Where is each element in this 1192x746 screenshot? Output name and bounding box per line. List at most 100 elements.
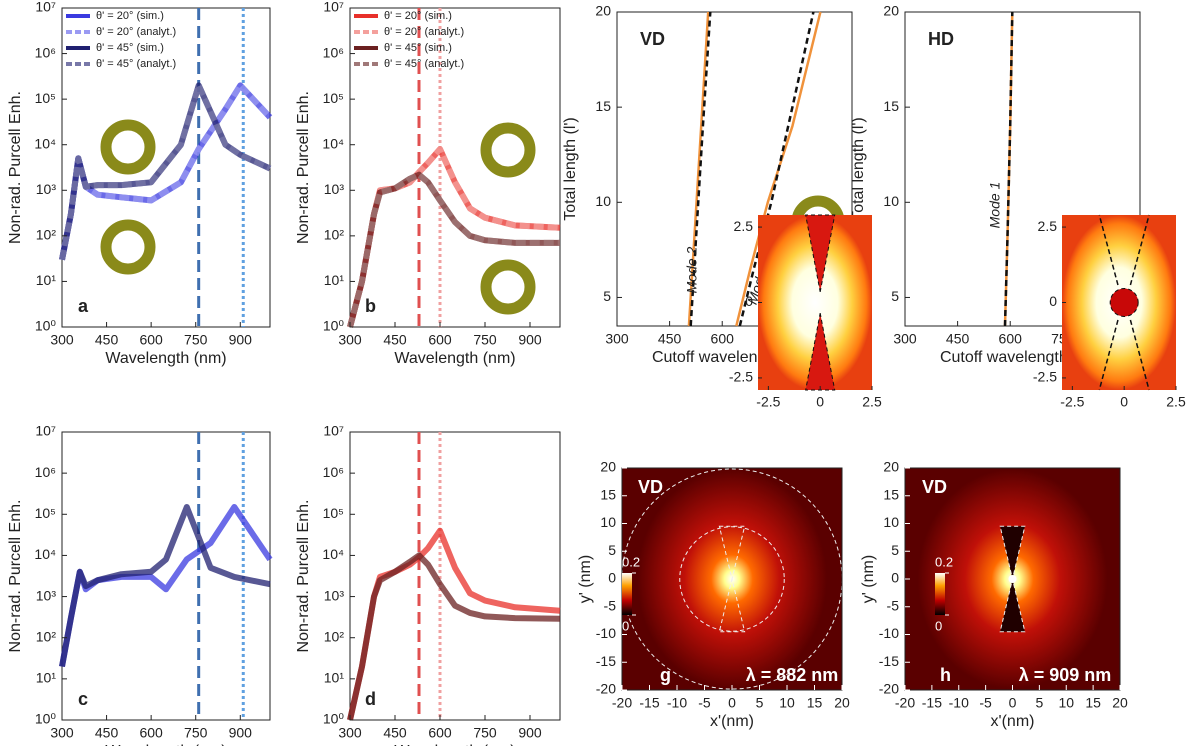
- bowtie-core: [1110, 289, 1138, 317]
- y-tick-label: 5: [608, 542, 616, 558]
- annotation: VD: [638, 477, 663, 497]
- x-axis-label: x'(nm): [710, 713, 754, 730]
- y-tick-label: -10: [596, 625, 616, 641]
- y-axis-label: y' (nm): [860, 555, 877, 603]
- x-tick-label: 750: [184, 725, 208, 741]
- y-axis-label: Total length (l'): [562, 117, 579, 221]
- x-tick-label: 600: [711, 331, 735, 347]
- inset-x-tick-label: 0: [1120, 394, 1128, 410]
- annotation: Mode 1: [987, 182, 1003, 229]
- inset-x-tick-label: 2.5: [1166, 394, 1186, 410]
- series-line: [62, 507, 270, 667]
- colorbar: [935, 573, 945, 615]
- y-axis-label: Non-rad. Purcell Enh.: [295, 91, 312, 244]
- y-tick-label: 10⁴: [34, 135, 56, 151]
- y-axis-label: Total length (l'): [850, 117, 867, 221]
- x-tick-label: 900: [518, 725, 542, 741]
- x-tick-label: 900: [229, 725, 253, 741]
- x-tick-label: 20: [834, 695, 850, 711]
- x-tick-label: -5: [698, 695, 711, 711]
- y-tick-label: 10¹: [36, 670, 57, 686]
- x-tick-label: 900: [518, 332, 542, 348]
- annotation: VD: [922, 477, 947, 497]
- inset-x-tick-label: -2.5: [1060, 394, 1084, 410]
- x-tick-label: 450: [95, 725, 119, 741]
- figure: θ' = 20° (sim.) θ' = 20° (analyt.) θ' = 45…: [0, 0, 1192, 746]
- y-tick-label: 10: [600, 514, 616, 530]
- legend-label: θ' = 20° (analyt.): [384, 26, 464, 38]
- inset-y-tick-label: 2.5: [734, 218, 754, 234]
- x-axis-label: x'(nm): [991, 713, 1035, 730]
- annotation: Mode 2: [684, 246, 700, 293]
- y-tick-label: 10: [883, 193, 899, 209]
- nanoring-icon: [486, 128, 530, 172]
- inset-y-tick-label: -2.5: [729, 369, 753, 385]
- y-tick-label: 10⁶: [35, 464, 56, 480]
- y-tick-label: -10: [879, 625, 899, 641]
- y-tick-label: 0: [891, 570, 899, 586]
- y-axis-label: Non-rad. Purcell Enh.: [7, 500, 24, 653]
- x-tick-label: 300: [50, 725, 74, 741]
- legend-label: θ' = 20° (sim.): [96, 10, 164, 22]
- y-tick-label: 10²: [36, 628, 57, 644]
- y-tick-label: 10²: [36, 227, 57, 243]
- y-tick-label: 10⁵: [323, 90, 344, 106]
- x-tick-label: 900: [229, 332, 253, 348]
- panel-label: d: [365, 689, 376, 709]
- y-axis-label: y' (nm): [577, 555, 594, 603]
- colorbar-tick-label: 0: [935, 618, 942, 633]
- inset-x-tick-label: 0: [816, 394, 824, 410]
- y-tick-label: 10⁷: [35, 423, 56, 439]
- y-tick-label: 10⁶: [323, 44, 344, 60]
- y-tick-label: 10⁴: [322, 135, 344, 151]
- legend-label: θ' = 20° (sim.): [384, 10, 452, 22]
- y-tick-label: 10⁵: [35, 505, 56, 521]
- x-tick-label: -10: [667, 695, 687, 711]
- inset-x-tick-label: 2.5: [862, 394, 882, 410]
- nanoring-icon: [486, 265, 530, 309]
- x-tick-label: 300: [338, 332, 362, 348]
- y-tick-label: 10¹: [36, 272, 57, 288]
- y-tick-label: 10⁰: [35, 711, 57, 727]
- legend-label: θ' = 45° (sim.): [96, 42, 164, 54]
- panel-label: b: [365, 296, 376, 316]
- annotation: λ = 909 nm: [1019, 665, 1112, 685]
- annotation: HD: [928, 29, 954, 49]
- x-tick-label: 5: [1035, 695, 1043, 711]
- x-tick-label: 0: [1009, 695, 1017, 711]
- inset-y-tick-label: 0: [1049, 293, 1057, 309]
- x-tick-label: 15: [1085, 695, 1101, 711]
- y-tick-label: 15: [595, 98, 611, 114]
- x-tick-label: 10: [779, 695, 795, 711]
- y-tick-label: 10²: [324, 628, 345, 644]
- y-tick-label: -15: [879, 653, 899, 669]
- y-tick-label: 10¹: [324, 272, 345, 288]
- y-tick-label: 10: [883, 514, 899, 530]
- x-tick-label: 0: [728, 695, 736, 711]
- y-tick-label: 10⁰: [323, 711, 345, 727]
- x-tick-label: 600: [139, 725, 163, 741]
- x-tick-label: 300: [893, 331, 917, 347]
- x-tick-label: -20: [895, 695, 915, 711]
- panel-label: a: [78, 296, 89, 316]
- y-tick-label: 10³: [36, 587, 57, 603]
- y-tick-label: 15: [600, 486, 616, 502]
- gap-hotspot: [1009, 575, 1017, 583]
- inset-x-tick-label: -2.5: [756, 394, 780, 410]
- x-tick-label: 20: [1112, 695, 1128, 711]
- y-tick-label: 10⁶: [323, 464, 344, 480]
- panel-label: g: [660, 665, 671, 685]
- x-tick-label: -5: [979, 695, 992, 711]
- y-tick-label: 10⁵: [35, 90, 56, 106]
- y-tick-label: 10¹: [324, 670, 345, 686]
- x-tick-label: 450: [383, 725, 407, 741]
- y-axis-label: Non-rad. Purcell Enh.: [7, 91, 24, 244]
- y-tick-label: 15: [883, 486, 899, 502]
- y-tick-label: 10²: [324, 227, 345, 243]
- y-tick-label: 10⁷: [35, 0, 56, 15]
- x-tick-label: 600: [428, 332, 452, 348]
- y-tick-label: 10⁷: [323, 423, 344, 439]
- x-tick-label: 750: [473, 332, 497, 348]
- series-line: [62, 85, 270, 259]
- y-tick-label: 20: [883, 459, 899, 475]
